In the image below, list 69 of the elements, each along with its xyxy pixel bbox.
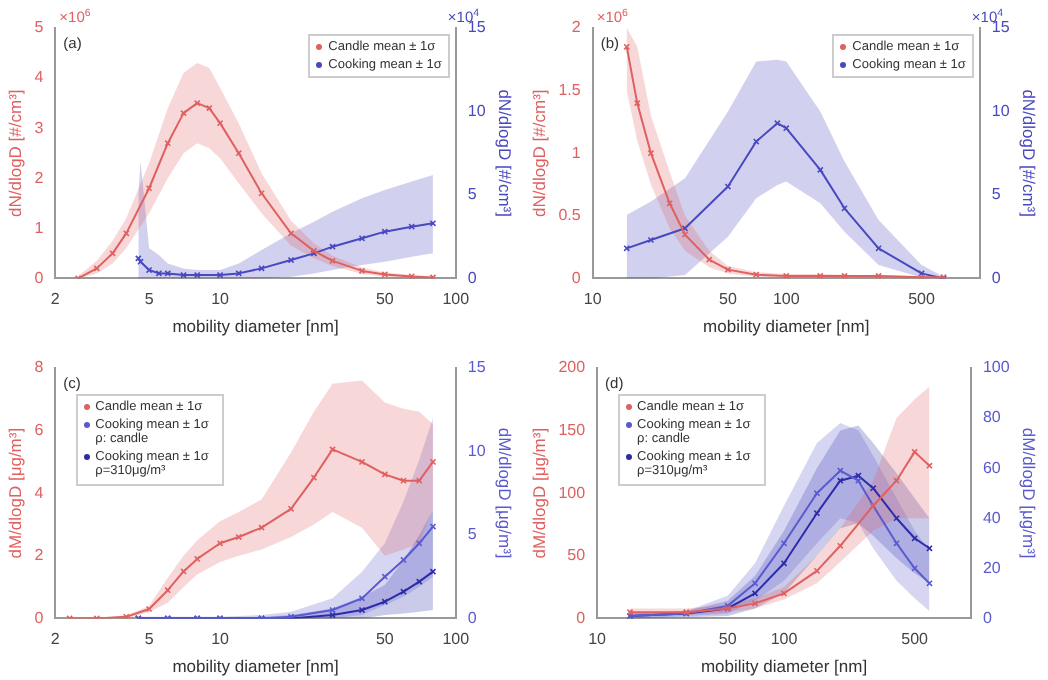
y2-tick-label: 5 [467, 185, 478, 204]
y-tick-label: 0.5 [558, 206, 582, 225]
x-tick-label: 100 [442, 290, 471, 309]
y2-axis-title: dM/dlogD [μg/m³] [495, 427, 516, 559]
y2-tick-label: 0 [467, 608, 478, 627]
x-tick-label: 2 [50, 290, 61, 309]
y-axis-title: dN/dlogD [#/cm³] [4, 89, 25, 217]
y-tick-label: 0 [571, 268, 582, 287]
x-tick-label: 10 [588, 630, 608, 649]
y-axis-title: dM/dlogD [μg/m³] [4, 427, 25, 559]
y-tick-label: 4 [34, 483, 45, 502]
y2-axis-title: dM/dlogD [μg/m³] [1019, 427, 1040, 559]
y-tick-label: 4 [34, 68, 45, 87]
y-tick-label: 8 [34, 358, 45, 377]
y2-tick-label: 15 [467, 358, 487, 377]
x-axis-title: mobility diameter [nm] [703, 316, 870, 337]
y2-tick-label: 10 [991, 101, 1011, 120]
y2-tick-label: 0 [467, 268, 478, 287]
y-axis-title: dN/dlogD [#/cm³] [528, 89, 549, 217]
y2-tick-label: 15 [467, 18, 487, 37]
y2-tick-label: 10 [467, 441, 487, 460]
y2-tick-label: 40 [982, 508, 1002, 527]
x-tick-label: 5 [144, 290, 155, 309]
y-tick-label: 50 [567, 546, 587, 565]
y2-tick-label: 100 [982, 358, 1011, 377]
x-axis-title: mobility diameter [nm] [172, 656, 339, 677]
y-tick-label: 5 [34, 18, 45, 37]
y-tick-label: 1.5 [558, 81, 582, 100]
y-axis-title: dM/dlogD [μg/m³] [528, 427, 549, 559]
y2-tick-label: 20 [982, 558, 1002, 577]
x-tick-label: 50 [718, 630, 738, 649]
y-tick-label: 150 [558, 421, 587, 440]
y-tick-label: 0 [576, 608, 587, 627]
y2-tick-label: 60 [982, 458, 1002, 477]
y-tick-label: 3 [34, 118, 45, 137]
x-tick-label: 10 [583, 290, 603, 309]
y2-tick-label: 10 [467, 101, 487, 120]
y-tick-label: 0 [34, 608, 45, 627]
x-tick-label: 2 [50, 630, 61, 649]
x-tick-label: 50 [719, 290, 738, 309]
y2-axis-title: dN/dlogD [#/cm³] [1019, 89, 1040, 217]
x-tick-label: 10 [211, 630, 231, 649]
y2-tick-label: 15 [991, 18, 1011, 37]
y2-tick-label: 80 [982, 408, 1002, 427]
y-tick-label: 2 [34, 168, 45, 187]
y-tick-label: 0 [34, 268, 45, 287]
y-tick-label: 2 [34, 546, 45, 565]
y-tick-label: 6 [34, 421, 45, 440]
x-axis-title: mobility diameter [nm] [700, 656, 868, 677]
y-tick-label: 100 [558, 483, 587, 502]
x-tick-label: 100 [770, 630, 799, 649]
x-tick-label: 10 [211, 290, 231, 309]
y2-tick-label: 5 [991, 185, 1002, 204]
x-tick-label: 500 [901, 630, 930, 649]
y2-tick-label: 5 [467, 525, 478, 544]
y2-axis-title: dN/dlogD [#/cm³] [495, 89, 516, 217]
x-tick-label: 100 [442, 630, 471, 649]
y-tick-label: 1 [34, 218, 45, 237]
x-axis-title: mobility diameter [nm] [172, 316, 339, 337]
x-tick-label: 50 [375, 290, 395, 309]
x-tick-label: 50 [375, 630, 395, 649]
x-tick-label: 100 [772, 290, 801, 309]
y-tick-label: 1 [571, 143, 582, 162]
y-tick-label: 2 [571, 18, 582, 37]
x-tick-label: 500 [908, 290, 936, 309]
x-tick-label: 5 [144, 630, 155, 649]
y-tick-label: 200 [558, 358, 587, 377]
y2-tick-label: 0 [991, 268, 1002, 287]
y2-tick-label: 0 [982, 608, 993, 627]
